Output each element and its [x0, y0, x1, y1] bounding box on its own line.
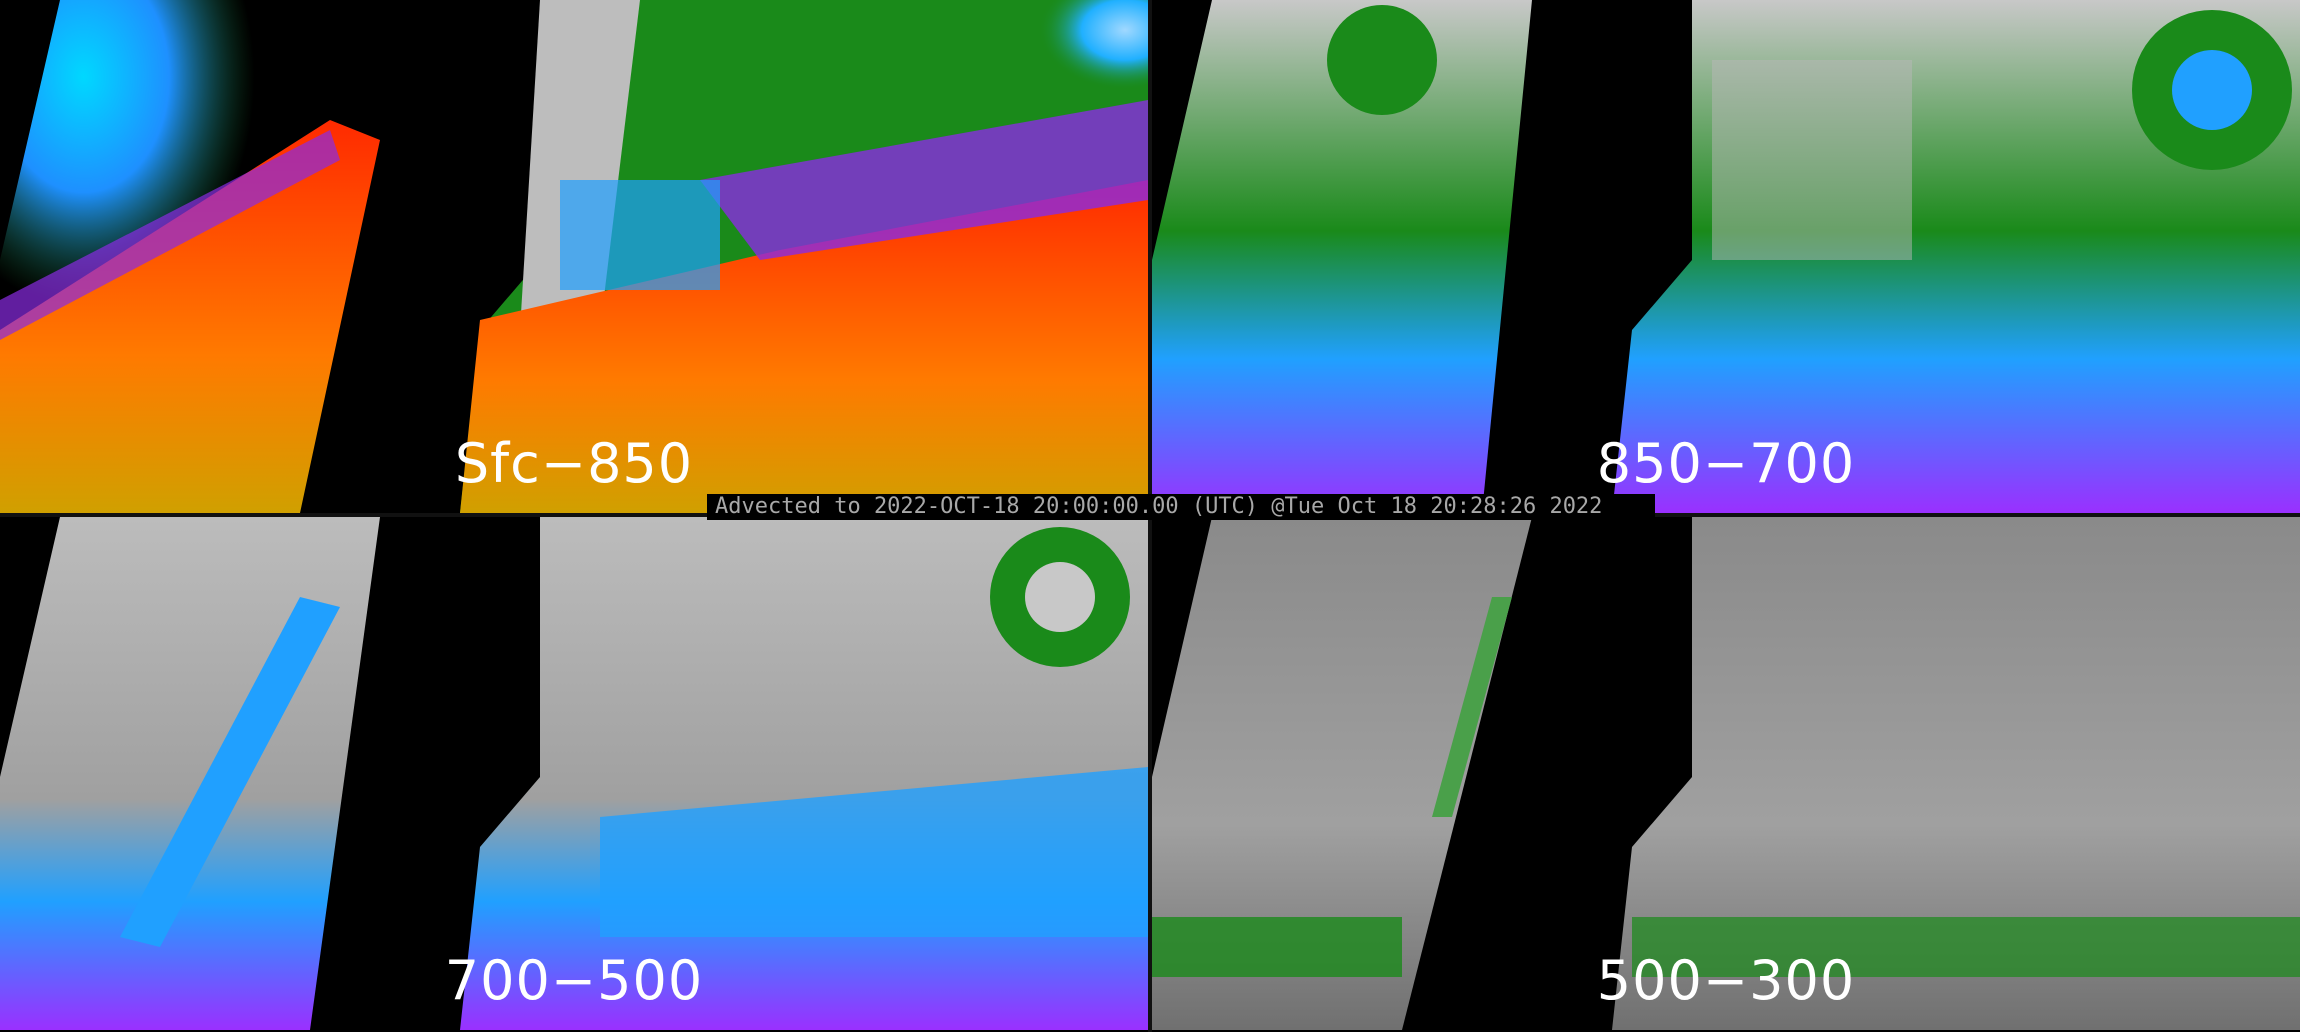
- layer-label: 850−700: [1596, 432, 1856, 495]
- panel-850-700: 850−700: [1152, 0, 2300, 513]
- advection-timestamp-banner: Advected to 2022-OCT-18 20:00:00.00 (UTC…: [707, 494, 1655, 520]
- moisture-map-850-700: [1152, 0, 2300, 513]
- panel-sfc-850: Sfc−850: [0, 0, 1148, 513]
- layer-label: 500−300: [1596, 949, 1856, 1012]
- moisture-map-sfc-850: [0, 0, 1148, 513]
- panel-500-300: 500−300: [1152, 517, 2300, 1030]
- moisture-map-700-500: [0, 517, 1148, 1030]
- panel-700-500: 700−500: [0, 517, 1148, 1030]
- layer-label: Sfc−850: [454, 432, 694, 495]
- layer-label: 700−500: [444, 949, 704, 1012]
- moisture-map-500-300: [1152, 517, 2300, 1030]
